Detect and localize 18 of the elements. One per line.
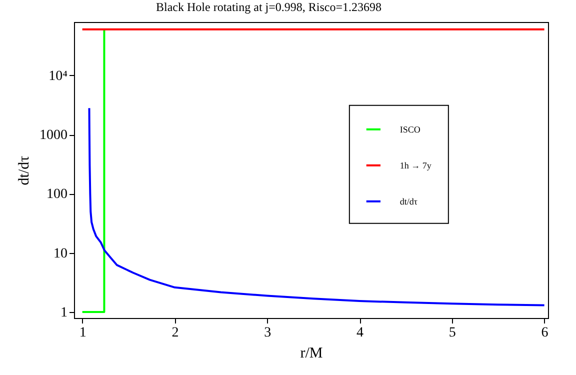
x-tick-label: 6: [541, 326, 548, 340]
legend-label: 1h → 7y: [400, 160, 432, 170]
y-tick-label: 1000: [40, 128, 68, 144]
x-axis-title: r/M: [300, 346, 323, 362]
x-tick-label: 5: [448, 326, 456, 340]
x-tick-label: 4: [356, 326, 364, 340]
chart-title: Black Hole rotating at j=0.998, Risco=1.23698: [156, 0, 382, 14]
y-tick-label: 10⁴: [48, 68, 68, 84]
x-tick-label: 2: [172, 326, 179, 340]
y-axis-title: dt/dτ: [16, 156, 32, 186]
x-tick-label: 1: [79, 326, 86, 340]
line-series: [88, 107, 546, 306]
x-tick-label: 3: [264, 326, 272, 340]
legend-label: dt/dτ: [400, 196, 418, 206]
legend-label: ISCO: [400, 124, 421, 134]
y-tick-label: 100: [46, 187, 68, 202]
y-tick-label: 1: [60, 305, 68, 320]
y-tick-label: 10: [54, 246, 68, 262]
